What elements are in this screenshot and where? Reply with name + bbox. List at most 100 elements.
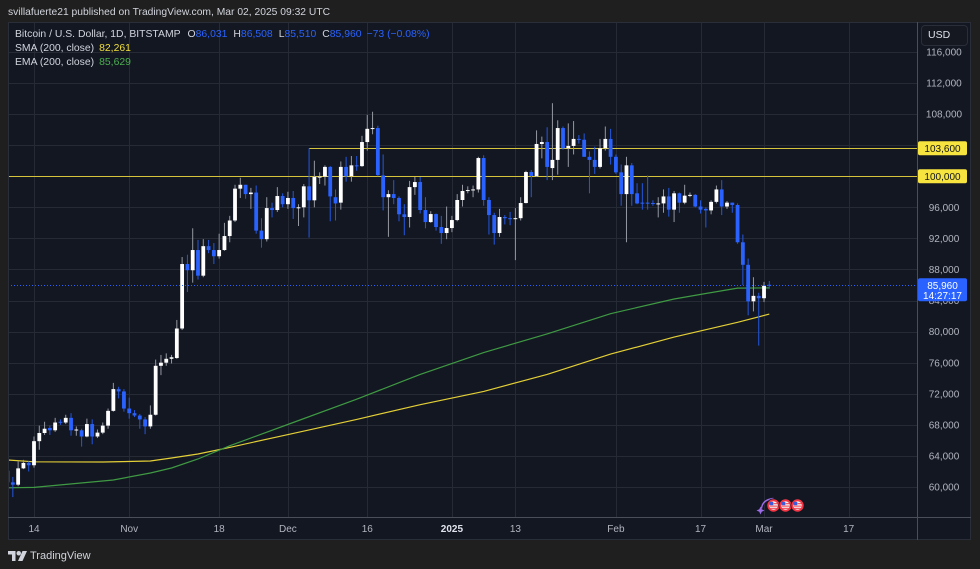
candle xyxy=(735,203,740,244)
low-key: L xyxy=(278,29,285,40)
candle xyxy=(317,172,322,184)
plot-area[interactable] xyxy=(6,103,917,498)
ema-value: 85,629 xyxy=(99,57,131,68)
candle xyxy=(666,187,671,217)
candle xyxy=(524,170,528,204)
candle xyxy=(169,354,174,364)
candle xyxy=(545,127,550,181)
svg-text:103,600: 103,600 xyxy=(924,144,961,155)
candle xyxy=(651,200,655,206)
us-flag-event-icon[interactable] xyxy=(790,498,805,513)
time-axis-label: 17 xyxy=(695,524,707,535)
candle xyxy=(487,197,491,235)
candle xyxy=(635,183,639,205)
candle xyxy=(746,258,751,316)
price-axis-labels[interactable]: 116,000112,000108,000104,000100,00096,00… xyxy=(926,48,963,494)
tradingview-branding[interactable]: TradingView xyxy=(8,548,91,564)
candle xyxy=(275,187,280,212)
horizontal-level-lines[interactable] xyxy=(8,148,917,177)
candle xyxy=(270,202,274,218)
event-markers[interactable] xyxy=(756,497,805,515)
candle xyxy=(344,156,349,182)
candle xyxy=(26,461,31,472)
time-axis-label: 17 xyxy=(843,524,855,535)
time-axis-labels[interactable]: 14 Nov 18 Dec 16 2025 13 Feb 17 Mar 17 xyxy=(28,524,854,535)
time-axis-label: Mar xyxy=(755,524,773,535)
candle xyxy=(608,128,613,165)
candle xyxy=(434,213,438,231)
candle xyxy=(233,184,237,223)
symbol-title: Bitcoin / U.S. Dollar, 1D, BITSTAMP xyxy=(15,29,181,40)
chart-border xyxy=(8,22,971,540)
candle xyxy=(301,183,306,218)
ema-label: EMA (200, close) xyxy=(15,57,95,68)
candle xyxy=(450,215,454,233)
candle xyxy=(365,114,370,151)
candle xyxy=(37,425,42,450)
candle xyxy=(243,184,248,199)
candle xyxy=(196,239,200,280)
svg-text:100,000: 100,000 xyxy=(924,172,961,183)
high-key: H xyxy=(233,29,241,40)
candle xyxy=(598,138,602,169)
last-price-value: 85,960 xyxy=(927,281,958,292)
us-flag-event-icon[interactable] xyxy=(766,498,781,513)
candle xyxy=(698,200,703,214)
candle xyxy=(513,208,518,261)
candle xyxy=(391,180,396,205)
sma-label: SMA (200, close) xyxy=(15,43,95,54)
candle xyxy=(127,397,132,419)
candle xyxy=(756,292,761,346)
candle xyxy=(90,419,95,445)
level-price-label: 103,600 xyxy=(918,141,967,156)
price-axis-label: 112,000 xyxy=(926,79,962,90)
candle xyxy=(587,151,592,194)
candle xyxy=(439,215,444,244)
candle xyxy=(143,417,147,435)
candle xyxy=(640,183,645,210)
candle xyxy=(481,155,486,206)
candle xyxy=(740,234,745,286)
candle xyxy=(709,200,714,215)
us-flag-event-icon[interactable] xyxy=(778,498,793,513)
candle xyxy=(386,190,391,237)
candle xyxy=(576,135,581,144)
price-axis-label: 72,000 xyxy=(929,389,960,400)
candle xyxy=(661,189,666,213)
candle xyxy=(566,123,571,167)
price-axis-label: 68,000 xyxy=(929,420,960,431)
candle xyxy=(111,382,116,412)
candle xyxy=(338,161,343,210)
candle xyxy=(555,120,560,175)
candle xyxy=(767,281,772,289)
candle xyxy=(227,215,232,243)
price-axis-label: 60,000 xyxy=(929,483,960,494)
candle xyxy=(323,165,327,186)
candle xyxy=(132,410,137,418)
symbol-legend-row[interactable]: Bitcoin / U.S. Dollar, 1D, BITSTAMP O86,0… xyxy=(15,28,430,42)
candle xyxy=(85,418,89,438)
sma-legend-row[interactable]: SMA (200, close) 82,261 xyxy=(15,42,430,56)
candle xyxy=(619,164,624,206)
candle xyxy=(502,215,507,225)
candle xyxy=(444,206,449,240)
tradingview-brand-text: TradingView xyxy=(30,550,91,562)
candle xyxy=(58,419,63,425)
axes xyxy=(8,22,971,540)
candle xyxy=(74,426,79,436)
candle xyxy=(476,156,481,193)
currency-button[interactable]: USD xyxy=(921,25,968,46)
close-key: C xyxy=(322,29,330,40)
candle xyxy=(629,163,634,206)
candle xyxy=(100,422,105,435)
candle xyxy=(42,421,47,435)
candle xyxy=(328,166,333,222)
candle xyxy=(465,186,470,194)
ema-legend-row[interactable]: EMA (200, close) 85,629 xyxy=(15,56,430,70)
candle xyxy=(349,156,354,182)
candle xyxy=(693,194,698,208)
candle xyxy=(402,204,407,236)
candle xyxy=(682,184,687,205)
candle xyxy=(672,190,676,223)
